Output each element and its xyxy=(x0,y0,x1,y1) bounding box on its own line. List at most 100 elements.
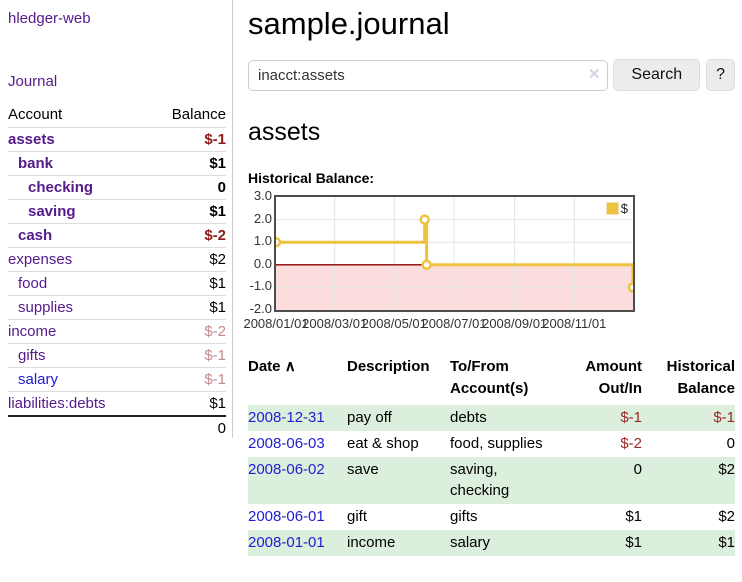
chart-label: Historical Balance: xyxy=(248,170,375,186)
account-row: assets $-1 xyxy=(8,127,226,152)
account-link[interactable]: checking xyxy=(28,179,94,196)
main-content: sample.journal ✕ Search ? assets Histori… xyxy=(243,0,735,556)
register-row: 2008-06-01 gift gifts $1 $2 xyxy=(248,504,735,530)
register-header-row: Date ∧ Description To/From Account(s) Am… xyxy=(248,354,735,405)
column-header-accounts: To/From Account(s) xyxy=(450,358,529,397)
account-link[interactable]: supplies xyxy=(18,299,74,316)
transaction-accounts: salary xyxy=(450,534,491,551)
account-row: cash $-2 xyxy=(8,223,226,248)
accounts-total: 0 xyxy=(217,420,226,437)
account-balance: $1 xyxy=(148,151,226,176)
column-header-description: Description xyxy=(347,358,430,375)
register-row: 2008-06-02 save saving, checking 0 $2 xyxy=(248,457,735,504)
register-body: 2008-12-31 pay off debts $-1 $-1 2008-06-03 ea… xyxy=(248,405,735,556)
account-balance: $-2 xyxy=(148,319,226,344)
clear-search-icon[interactable]: ✕ xyxy=(587,65,601,83)
transaction-description: save xyxy=(347,461,379,478)
sidebar-item-journal[interactable]: Journal xyxy=(8,73,58,90)
transaction-balance: $-1 xyxy=(713,409,735,426)
transaction-description: gift xyxy=(347,508,368,525)
y-tick-label: 2.0 xyxy=(253,210,272,226)
transaction-date-link[interactable]: 2008-01-01 xyxy=(248,534,325,551)
account-title: assets xyxy=(248,118,321,146)
sort-ascending-icon: ∧ xyxy=(284,358,296,375)
column-header-balance: Historical Balance xyxy=(666,358,735,397)
accounts-body: assets $-1 bank $1 checking 0 saving $1 cash $-2 e… xyxy=(8,127,226,417)
accounts-header-row: Account Balance xyxy=(8,103,226,128)
x-tick-label: 2008/01/01 xyxy=(243,316,309,331)
account-row: checking 0 xyxy=(8,175,226,200)
plot-area: $ xyxy=(274,195,635,312)
account-link[interactable]: food xyxy=(18,275,48,292)
account-balance: $1 xyxy=(148,295,226,320)
search-input[interactable] xyxy=(248,59,609,91)
accounts-total-row: 0 xyxy=(8,416,226,440)
account-balance: $1 xyxy=(148,271,226,296)
x-tick-label: 2008/03/01 xyxy=(302,316,368,331)
account-balance: $-1 xyxy=(148,367,226,392)
transaction-amount: $-1 xyxy=(620,409,642,426)
account-link[interactable]: liabilities:debts xyxy=(8,395,106,412)
account-balance: $1 xyxy=(148,199,226,224)
x-tick-label: 2008/07/01 xyxy=(421,316,487,331)
x-tick-label: 2008/05/01 xyxy=(361,316,427,331)
account-link[interactable]: salary xyxy=(18,371,59,388)
transaction-balance: 0 xyxy=(726,435,735,452)
transaction-date-link[interactable]: 2008-06-03 xyxy=(248,435,325,452)
transaction-amount: $1 xyxy=(625,508,642,525)
account-row: liabilities:debts $1 xyxy=(8,391,226,417)
account-row: income $-2 xyxy=(8,319,226,344)
column-header-amount: Amount Out/In xyxy=(585,358,642,397)
register-row: 2008-06-03 eat & shop food, supplies $-2 0 xyxy=(248,431,735,457)
search-button[interactable]: Search xyxy=(613,59,701,91)
account-link[interactable]: gifts xyxy=(18,347,46,364)
transaction-amount: $-2 xyxy=(620,435,642,452)
transaction-balance: $2 xyxy=(718,508,735,525)
accounts-table: Account Balance assets $-1 bank $1 checking 0… xyxy=(8,103,226,440)
transaction-date-link[interactable]: 2008-06-01 xyxy=(248,508,325,525)
y-tick-label: -2.0 xyxy=(249,301,272,316)
account-row: supplies $1 xyxy=(8,295,226,320)
sidebar: hledger-web Journal Account Balance asse… xyxy=(0,0,233,438)
account-link[interactable]: bank xyxy=(18,155,54,172)
help-button[interactable]: ? xyxy=(706,59,735,91)
transaction-balance: $1 xyxy=(718,534,735,551)
account-balance: $2 xyxy=(148,247,226,272)
account-link[interactable]: assets xyxy=(8,131,55,148)
account-balance: $1 xyxy=(148,391,226,417)
y-tick-label: 3.0 xyxy=(253,188,272,203)
legend-series-swatch xyxy=(605,202,619,215)
transaction-amount: $1 xyxy=(625,534,642,551)
register-row: 2008-01-01 income salary $1 $1 xyxy=(248,530,735,556)
transaction-accounts: food, supplies xyxy=(450,435,543,452)
account-link[interactable]: cash xyxy=(18,227,53,244)
x-axis-labels: 2008/01/01 2008/03/01 2008/05/01 2008/07/01… xyxy=(243,314,735,334)
account-row: salary $-1 xyxy=(8,367,226,392)
y-tick-label: -1.0 xyxy=(249,278,272,294)
account-balance: $-1 xyxy=(148,127,226,152)
account-link[interactable]: income xyxy=(8,323,57,340)
transaction-date-link[interactable]: 2008-12-31 xyxy=(248,409,325,426)
account-balance: $-2 xyxy=(148,223,226,248)
app-title-link[interactable]: hledger-web xyxy=(8,10,91,27)
register-table: Date ∧ Description To/From Account(s) Am… xyxy=(248,354,735,556)
transaction-accounts: debts xyxy=(450,409,487,426)
chart-legend: $ xyxy=(604,200,629,217)
y-axis-labels: 3.0 2.0 1.0 0.0 -1.0 -2.0 xyxy=(248,188,272,316)
search-box: ✕ xyxy=(248,59,609,91)
account-link[interactable]: saving xyxy=(28,203,76,220)
transaction-description: income xyxy=(347,534,396,551)
column-header-date[interactable]: Date ∧ xyxy=(248,358,296,375)
transaction-balance: $2 xyxy=(718,461,735,478)
account-link[interactable]: expenses xyxy=(8,251,73,268)
legend-series-label: $ xyxy=(620,201,628,216)
transaction-date-link[interactable]: 2008-06-02 xyxy=(248,461,325,478)
account-row: expenses $2 xyxy=(8,247,226,272)
account-balance: 0 xyxy=(148,175,226,200)
historical-balance-chart: 3.0 2.0 1.0 0.0 -1.0 -2.0 $ 2008/01/01 2008/03… xyxy=(243,188,735,335)
account-balance: $-1 xyxy=(148,343,226,368)
accounts-header-account: Account xyxy=(8,103,149,128)
transaction-description: pay off xyxy=(347,409,392,426)
account-row: saving $1 xyxy=(8,199,226,224)
y-tick-label: 0.0 xyxy=(253,255,272,271)
